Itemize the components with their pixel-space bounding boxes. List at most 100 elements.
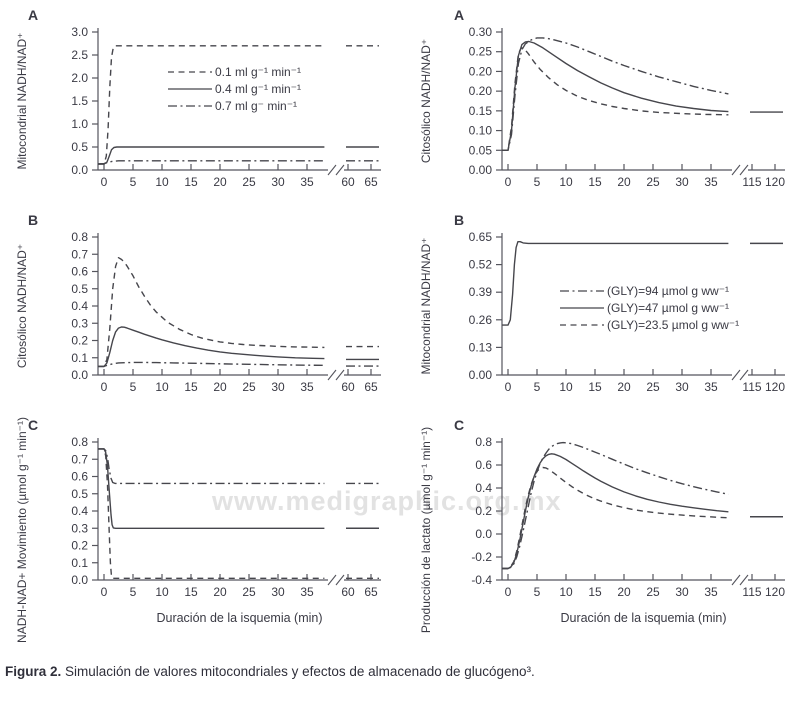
y-tick-label: 0.0 (71, 163, 88, 177)
x-tick-label: 0 (101, 585, 108, 599)
y-tick-label: 0.1 (71, 351, 88, 365)
x-tick-label: 20 (617, 175, 631, 189)
x-tick-label: 25 (646, 380, 660, 394)
panel-letter: C (454, 417, 464, 433)
y-axis-label: Citosólico NADH/NAD⁺ (419, 39, 433, 163)
x-tick-label: 60 (341, 175, 355, 189)
x-tick-label: 10 (559, 175, 573, 189)
y-tick-label: 0.7 (71, 452, 88, 466)
panel-letter: B (454, 212, 464, 228)
series-dashdot (502, 441, 729, 570)
y-axis-label: Mitocondrial NADH/NAD⁺ (419, 237, 433, 374)
x-tick-label: 30 (675, 175, 689, 189)
y-tick-label: 0.3 (71, 521, 88, 535)
series-dashed (98, 448, 325, 580)
series-solid (502, 241, 729, 326)
y-tick-label: 0.30 (469, 25, 493, 39)
y-tick-label: -0.2 (471, 550, 492, 564)
x-tick-label: 65 (364, 380, 378, 394)
legend-label: 0.7 ml g⁻ min⁻¹ (215, 99, 297, 113)
legend-label: 0.4 ml g⁻¹ min⁻¹ (215, 82, 301, 96)
y-tick-label: 0.10 (469, 124, 493, 138)
x-tick-label: 0 (101, 380, 108, 394)
y-tick-label: 0.26 (469, 313, 493, 327)
y-tick-label: 0.6 (71, 265, 88, 279)
x-tick-label: 30 (675, 380, 689, 394)
x-tick-label: 10 (155, 380, 169, 394)
legend-label: (GLY)=94 µmol g ww⁻¹ (607, 284, 729, 298)
y-tick-label: 3.0 (71, 25, 88, 39)
y-tick-label: 2.0 (71, 71, 88, 85)
axis-break-mark (731, 369, 749, 381)
series-dashdot (98, 361, 325, 368)
legend-label: (GLY)=47 µmol g ww⁻¹ (607, 301, 729, 315)
y-tick-label: 0.8 (475, 435, 492, 449)
panel-right-c: C Producción de lactato (µmol g⁻¹ min⁻¹) -… (419, 417, 785, 633)
y-tick-label: 0.7 (71, 247, 88, 261)
x-tick-label: 15 (184, 585, 198, 599)
y-tick-label: 0.3 (71, 316, 88, 330)
x-tick-label: 0 (505, 380, 512, 394)
x-tick-label: 120 (765, 380, 785, 394)
panel-letter: A (454, 7, 464, 23)
x-tick-label: 5 (130, 585, 137, 599)
y-tick-label: 0.0 (71, 368, 88, 382)
x-tick-label: 10 (155, 175, 169, 189)
x-tick-label: 30 (271, 380, 285, 394)
series-solid (502, 40, 729, 152)
series-dashdot (98, 448, 325, 485)
y-tick-label: 0.2 (71, 539, 88, 553)
y-tick-label: 2.5 (71, 48, 88, 62)
y-tick-label: 0.6 (71, 470, 88, 484)
x-tick-label: 30 (271, 585, 285, 599)
series-dashed (502, 47, 729, 152)
y-tick-label: 1.0 (71, 117, 88, 131)
x-tick-label: 65 (364, 585, 378, 599)
axis-break-mark (731, 574, 749, 586)
x-tick-label: 10 (155, 585, 169, 599)
y-tick-label: 0.8 (71, 230, 88, 244)
x-tick-label: 0 (505, 585, 512, 599)
y-tick-label: 0.00 (469, 163, 493, 177)
y-axis-label: Mitocondrial NADH/NAD⁺ (15, 32, 29, 169)
y-tick-label: 0.13 (469, 340, 493, 354)
x-tick-label: 15 (588, 585, 602, 599)
y-tick-label: 0.6 (475, 458, 492, 472)
figure-2: www.medigraphic.org.mx A Mitocondrial NAD… (15, 7, 785, 643)
x-tick-label: 25 (242, 175, 256, 189)
y-tick-label: 0.52 (469, 258, 493, 272)
series-solid (98, 448, 325, 530)
legend-label: 0.1 ml g⁻¹ min⁻¹ (215, 65, 301, 79)
series-solid (98, 326, 325, 368)
y-tick-label: 0.4 (71, 504, 88, 518)
x-tick-label: 10 (559, 585, 573, 599)
axis-break-mark (327, 164, 345, 176)
x-tick-label: 35 (704, 175, 718, 189)
y-tick-label: 0.20 (469, 64, 493, 78)
x-tick-label: 5 (534, 380, 541, 394)
series-dashed (502, 466, 729, 570)
axis-break-mark (327, 369, 345, 381)
y-tick-label: 0.4 (71, 299, 88, 313)
x-tick-label: 115 (742, 380, 761, 394)
y-tick-label: 0.25 (469, 45, 493, 59)
y-tick-label: 1.5 (71, 94, 88, 108)
y-tick-label: 0.05 (469, 143, 493, 157)
x-tick-label: 65 (364, 175, 378, 189)
y-axis-label: Producción de lactato (µmol g⁻¹ min⁻¹) (419, 427, 433, 633)
series-dashdot (98, 160, 325, 165)
y-tick-label: 0.4 (475, 481, 492, 495)
x-tick-label: 15 (184, 380, 198, 394)
x-tick-label: 5 (534, 585, 541, 599)
x-tick-label: 115 (742, 585, 761, 599)
figure-caption-text: Simulación de valores mitocondriales y e… (61, 664, 535, 679)
x-tick-label: 5 (534, 175, 541, 189)
y-tick-label: 0.20 (469, 84, 493, 98)
x-tick-label: 35 (704, 380, 718, 394)
y-tick-label: 0.0 (71, 573, 88, 587)
x-tick-label: 25 (646, 175, 660, 189)
x-tick-label: 35 (704, 585, 718, 599)
x-tick-label: 5 (130, 380, 137, 394)
y-tick-label: 0.2 (475, 504, 492, 518)
